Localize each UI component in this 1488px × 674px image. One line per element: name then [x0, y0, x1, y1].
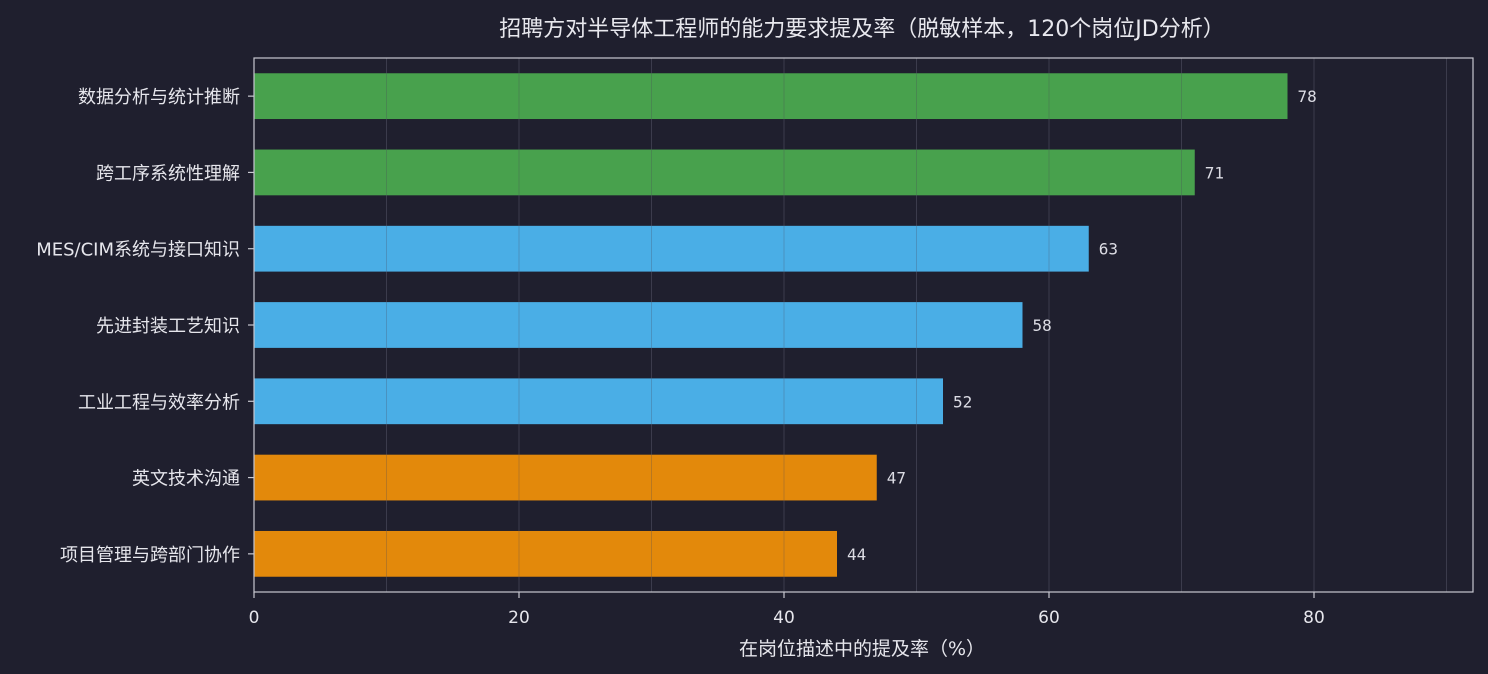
category-label: 先进封装工艺知识: [96, 316, 240, 337]
bar-value-label: 78: [1298, 87, 1317, 106]
bar: [254, 454, 877, 501]
bar: [254, 302, 1023, 348]
bar: [254, 73, 1288, 120]
category-label: 英文技术沟通: [132, 469, 240, 490]
category-label: MES/CIM系统与接口知识: [36, 240, 240, 261]
bars-layer: [254, 73, 1288, 577]
bar: [254, 225, 1089, 272]
category-label: 工业工程与效率分析: [78, 392, 240, 413]
x-tick-label: 0: [249, 608, 260, 628]
x-axis-label: 在岗位描述中的提及率（%）: [739, 638, 985, 660]
bar: [254, 149, 1195, 196]
value-labels-layer: 78 71 63 58 52 47 44: [847, 87, 1317, 564]
x-tick-label: 80: [1303, 608, 1325, 628]
category-label: 项目管理与跨部门协作: [60, 545, 240, 566]
bar-value-label: 58: [1033, 316, 1052, 335]
x-tick-label: 60: [1038, 608, 1060, 628]
chart-title: 招聘方对半导体工程师的能力要求提及率（脱敏样本，120个岗位JD分析）: [499, 17, 1224, 42]
category-label: 跨工序系统性理解: [96, 163, 240, 184]
bar-value-label: 52: [953, 392, 972, 411]
bar-value-label: 63: [1099, 240, 1118, 259]
bar: [254, 530, 837, 577]
bar: [254, 378, 943, 425]
bar-value-label: 44: [847, 545, 866, 564]
plot-frame: [253, 57, 1474, 593]
x-tick-label: 20: [508, 608, 530, 628]
x-ticks-layer: 0 20 40 60 80: [249, 592, 1325, 628]
x-tick-label: 40: [773, 608, 795, 628]
bar-value-label: 71: [1205, 163, 1224, 182]
bar-value-label: 47: [887, 469, 906, 488]
category-label: 数据分析与统计推断: [78, 87, 240, 108]
